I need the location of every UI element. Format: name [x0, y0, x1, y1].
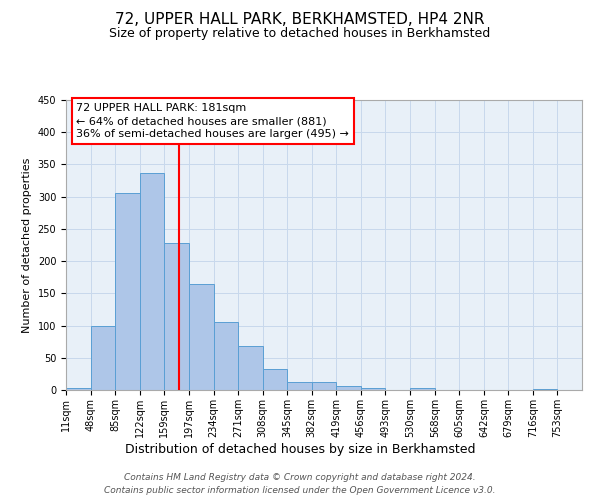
Bar	[91, 326, 115, 390]
Bar	[214, 322, 238, 390]
Y-axis label: Number of detached properties: Number of detached properties	[22, 158, 32, 332]
Bar	[164, 243, 189, 390]
Bar	[361, 388, 385, 390]
Text: 72 UPPER HALL PARK: 181sqm
← 64% of detached houses are smaller (881)
36% of sem: 72 UPPER HALL PARK: 181sqm ← 64% of deta…	[76, 103, 349, 140]
Bar	[238, 346, 263, 390]
Text: Size of property relative to detached houses in Berkhamsted: Size of property relative to detached ho…	[109, 28, 491, 40]
Text: Contains public sector information licensed under the Open Government Licence v3: Contains public sector information licen…	[104, 486, 496, 495]
Bar	[287, 382, 312, 390]
Bar	[263, 370, 287, 390]
Bar	[115, 194, 140, 390]
Bar	[410, 388, 435, 390]
Bar	[140, 173, 164, 390]
Bar	[66, 388, 91, 390]
Text: Contains HM Land Registry data © Crown copyright and database right 2024.: Contains HM Land Registry data © Crown c…	[124, 474, 476, 482]
Text: Distribution of detached houses by size in Berkhamsted: Distribution of detached houses by size …	[125, 442, 475, 456]
Bar	[533, 388, 557, 390]
Bar	[189, 284, 214, 390]
Bar	[336, 386, 361, 390]
Text: 72, UPPER HALL PARK, BERKHAMSTED, HP4 2NR: 72, UPPER HALL PARK, BERKHAMSTED, HP4 2N…	[115, 12, 485, 28]
Bar	[312, 382, 336, 390]
